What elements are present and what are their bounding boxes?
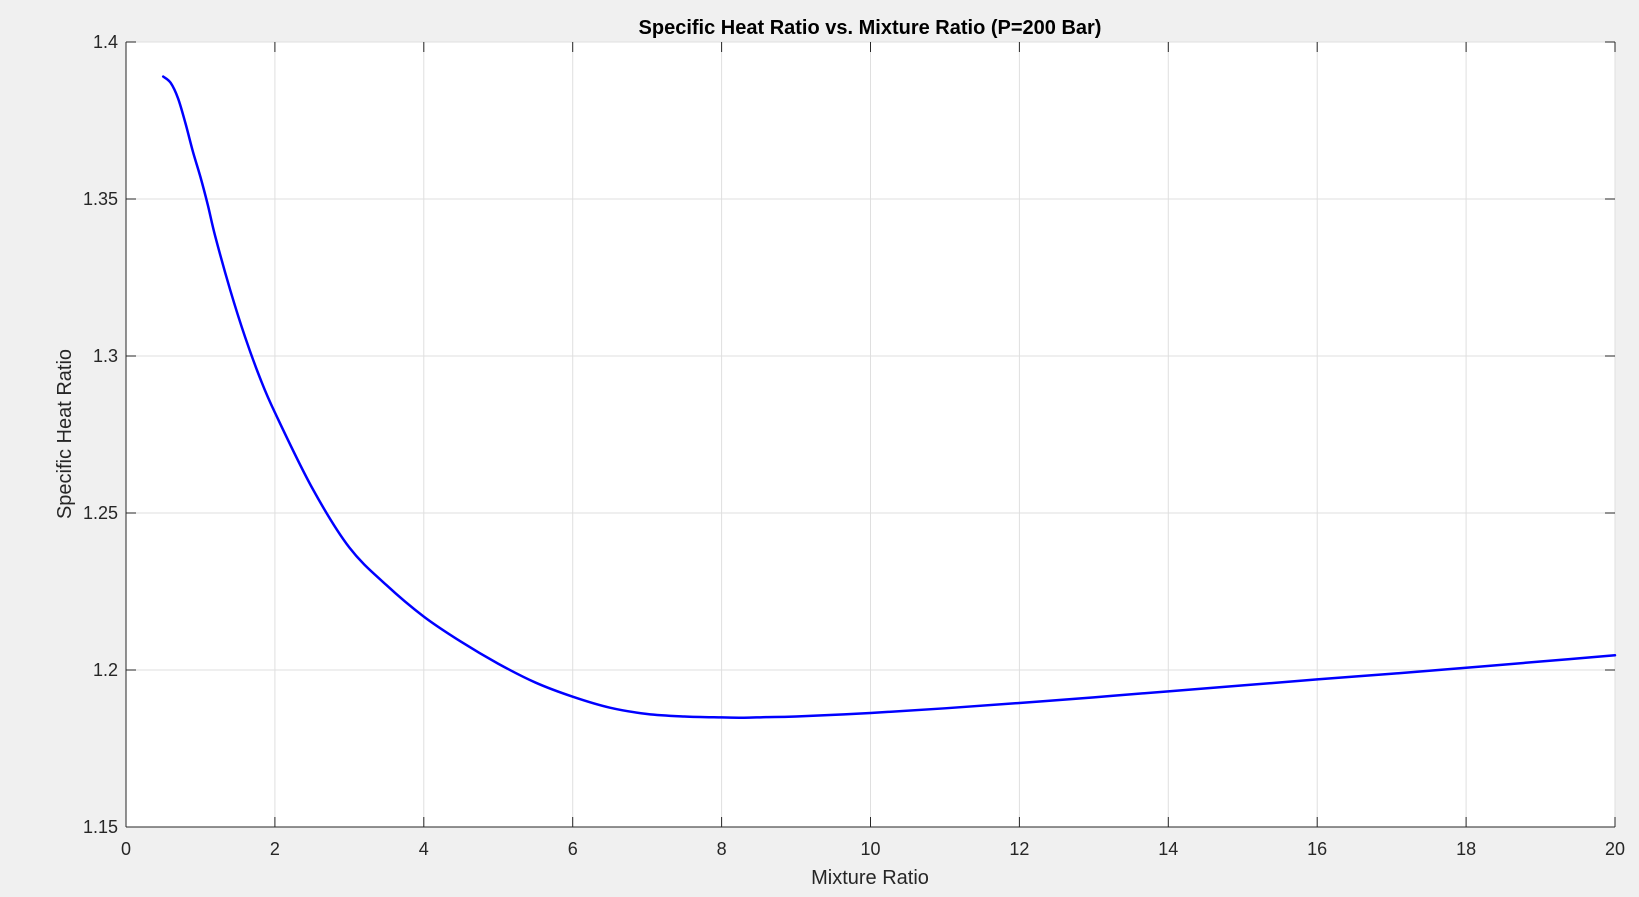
series-layer (161, 75, 1617, 719)
y-tick-label: 1.35 (83, 189, 118, 209)
x-tick-label: 16 (1307, 839, 1327, 859)
y-axis-label: Specific Heat Ratio (54, 349, 76, 519)
y-tick-label: 1.25 (83, 503, 118, 523)
x-tick-label: 8 (717, 839, 727, 859)
x-axis-label: Mixture Ratio (811, 867, 929, 889)
x-tick-label: 14 (1158, 839, 1178, 859)
grid (125, 41, 1616, 828)
x-tick-label: 6 (568, 839, 578, 859)
y-tick-label: 1.3 (93, 346, 118, 366)
series-line (161, 75, 1617, 719)
y-tick-label: 1.15 (83, 817, 118, 837)
y-tick-label: 1.4 (93, 32, 118, 52)
x-tick-label: 10 (860, 839, 880, 859)
x-tick-label: 18 (1456, 839, 1476, 859)
x-tick-label: 2 (270, 839, 280, 859)
x-tick-label: 4 (419, 839, 429, 859)
axes: 0 2 4 6 8 10 12 14 16 18 20 1.15 1.2 1.25 1.3 1.35 1.4 (83, 32, 1625, 859)
x-tick-label: 12 (1009, 839, 1029, 859)
x-tick-label: 20 (1605, 839, 1625, 859)
x-tick-label: 0 (121, 839, 131, 859)
chart-title: Specific Heat Ratio vs. Mixture Ratio (P… (639, 17, 1102, 39)
y-tick-label: 1.2 (93, 660, 118, 680)
